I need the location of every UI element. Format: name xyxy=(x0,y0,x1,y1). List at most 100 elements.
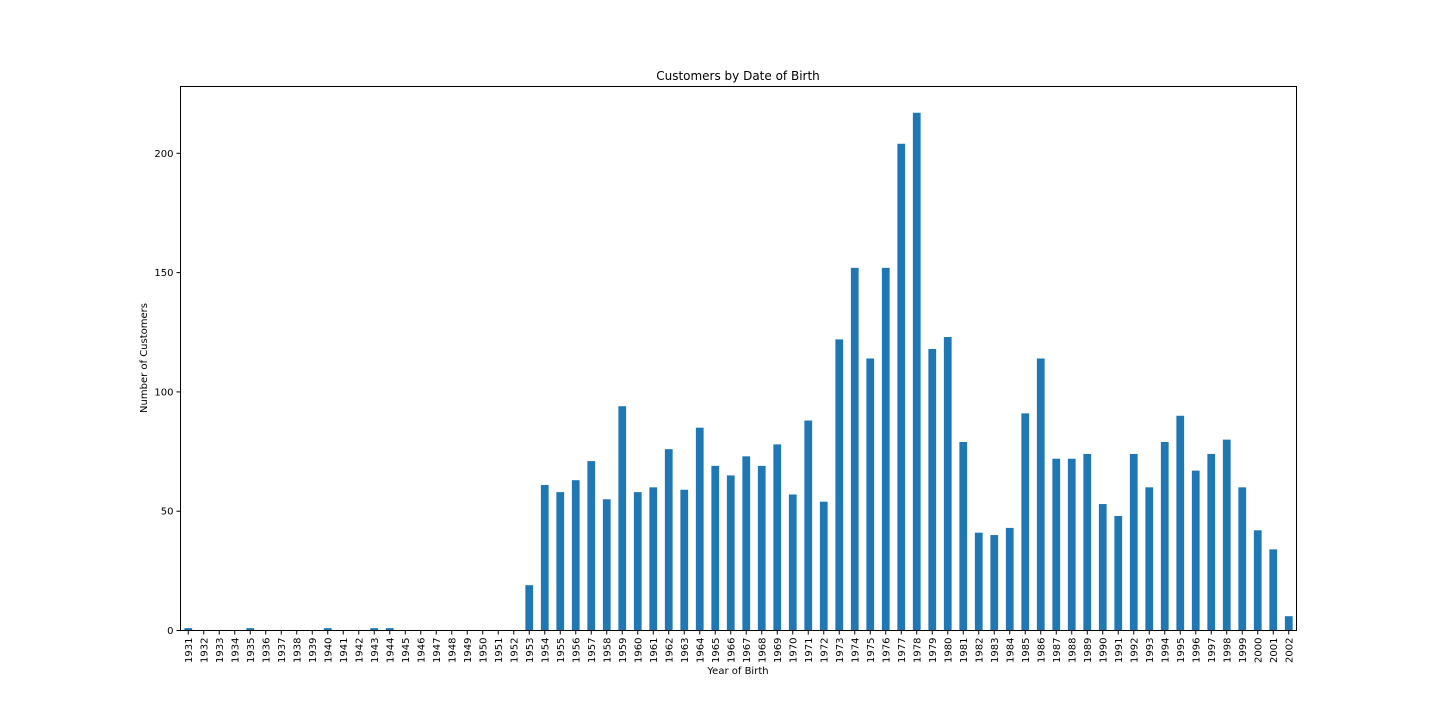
bar-1972 xyxy=(819,501,828,631)
x-tick-label: 1959 xyxy=(618,638,629,663)
x-tick-label: 1989 xyxy=(1083,638,1094,663)
bar-1971 xyxy=(804,420,813,631)
x-tick-label: 1973 xyxy=(835,638,846,663)
x-tick-label: 1994 xyxy=(1160,638,1171,663)
x-tick-label: 1948 xyxy=(447,638,458,663)
x-tick-label: 1934 xyxy=(230,638,241,663)
bar-1943 xyxy=(370,628,379,631)
bar-1976 xyxy=(881,267,890,631)
x-tick-label: 1993 xyxy=(1145,638,1156,663)
bar-1963 xyxy=(680,489,689,631)
x-tick-label: 1962 xyxy=(664,638,675,663)
x-tick-label: 1963 xyxy=(680,638,691,663)
bar-2002 xyxy=(1284,616,1293,631)
x-tick-label: 1940 xyxy=(323,638,334,663)
x-tick-label: 1970 xyxy=(788,638,799,663)
x-tick-label: 1986 xyxy=(1036,638,1047,663)
x-tick-label: 1957 xyxy=(587,638,598,663)
y-tick-label: 50 xyxy=(161,507,174,518)
y-tick-label: 200 xyxy=(154,149,173,160)
plot-frame xyxy=(180,86,1297,631)
bar-1961 xyxy=(649,487,658,631)
bar-1968 xyxy=(757,465,766,631)
y-axis-label: Number of Customers xyxy=(139,303,150,413)
bar-1984 xyxy=(1005,527,1014,631)
x-tick-label: 1997 xyxy=(1207,638,1218,663)
x-tick-label: 1937 xyxy=(277,638,288,663)
x-tick-label: 1971 xyxy=(804,638,815,663)
x-tick-label: 1980 xyxy=(943,638,954,663)
x-tick-label: 1942 xyxy=(354,638,365,663)
bar-1935 xyxy=(246,628,255,631)
x-tick-label: 1936 xyxy=(261,638,272,663)
x-tick-label: 1932 xyxy=(199,638,210,663)
bar-1975 xyxy=(866,358,875,631)
bar-1985 xyxy=(1021,413,1030,631)
y-axis: 0 50 100 150 200 xyxy=(154,149,181,637)
x-tick-label: 1955 xyxy=(556,638,567,663)
x-tick-label: 1960 xyxy=(633,638,644,663)
bar-1993 xyxy=(1145,487,1154,631)
bar-1978 xyxy=(912,112,921,631)
y-tick-label: 100 xyxy=(154,387,173,398)
x-tick-label: 1941 xyxy=(339,638,350,663)
bar-1960 xyxy=(633,492,642,631)
x-tick-label: 1943 xyxy=(370,638,381,663)
x-tick-label: 1945 xyxy=(401,638,412,663)
x-tick-label: 2001 xyxy=(1269,638,1280,663)
bar-1967 xyxy=(742,456,751,631)
x-tick-label: 1992 xyxy=(1129,638,1140,663)
x-tick-label: 1983 xyxy=(990,638,1001,663)
x-tick-label: 1990 xyxy=(1098,638,1109,663)
x-tick-label: 2002 xyxy=(1284,638,1295,663)
bar-1995 xyxy=(1176,415,1185,631)
bar-1999 xyxy=(1238,487,1247,631)
bar-1962 xyxy=(664,449,673,631)
x-tick-label: 1987 xyxy=(1052,638,1063,663)
bar-1990 xyxy=(1098,504,1107,631)
bar-1956 xyxy=(571,480,580,631)
x-tick-label: 1972 xyxy=(819,638,830,663)
x-tick-label: 1991 xyxy=(1114,638,1125,663)
x-tick-label: 1950 xyxy=(478,638,489,663)
bar-1966 xyxy=(726,475,735,631)
bar-1977 xyxy=(897,143,906,631)
x-tick-label: 1975 xyxy=(866,638,877,663)
x-axis: 1931 1932 1933 1934 1935 1936 1937 1938 1939 1940… xyxy=(184,630,1295,663)
x-tick-label: 1951 xyxy=(494,638,505,663)
x-tick-label: 1968 xyxy=(757,638,768,663)
x-tick-label: 1966 xyxy=(726,638,737,663)
bar-1974 xyxy=(850,267,859,631)
bar-1997 xyxy=(1207,453,1216,631)
y-tick-label: 0 xyxy=(167,626,173,637)
x-tick-label: 1999 xyxy=(1238,638,1249,663)
x-axis-label: Year of Birth xyxy=(706,666,768,677)
chart-title: Customers by Date of Birth xyxy=(656,69,820,83)
x-tick-label: 1995 xyxy=(1176,638,1187,663)
bar-1989 xyxy=(1083,453,1092,631)
x-tick-label: 1979 xyxy=(928,638,939,663)
x-tick-label: 1944 xyxy=(385,638,396,663)
bar-1944 xyxy=(385,628,394,631)
x-tick-label: 1982 xyxy=(974,638,985,663)
x-tick-label: 1952 xyxy=(509,638,520,663)
x-tick-label: 1933 xyxy=(215,638,226,663)
bar-1994 xyxy=(1160,442,1169,631)
x-tick-label: 1984 xyxy=(1005,638,1016,663)
x-tick-label: 1949 xyxy=(463,638,474,663)
bar-1991 xyxy=(1114,515,1123,631)
x-tick-label: 1969 xyxy=(773,638,784,663)
bar-1996 xyxy=(1191,470,1200,631)
bar-1981 xyxy=(959,442,968,631)
x-tick-label: 1961 xyxy=(649,638,660,663)
x-tick-label: 2000 xyxy=(1253,638,1264,663)
bar-1965 xyxy=(711,465,720,631)
bar-1980 xyxy=(943,337,952,631)
bar-2000 xyxy=(1253,530,1262,631)
bar-1954 xyxy=(540,484,549,631)
x-tick-label: 1965 xyxy=(711,638,722,663)
x-tick-label: 1958 xyxy=(602,638,613,663)
bar-1992 xyxy=(1129,453,1138,631)
x-tick-label: 1981 xyxy=(959,638,970,663)
